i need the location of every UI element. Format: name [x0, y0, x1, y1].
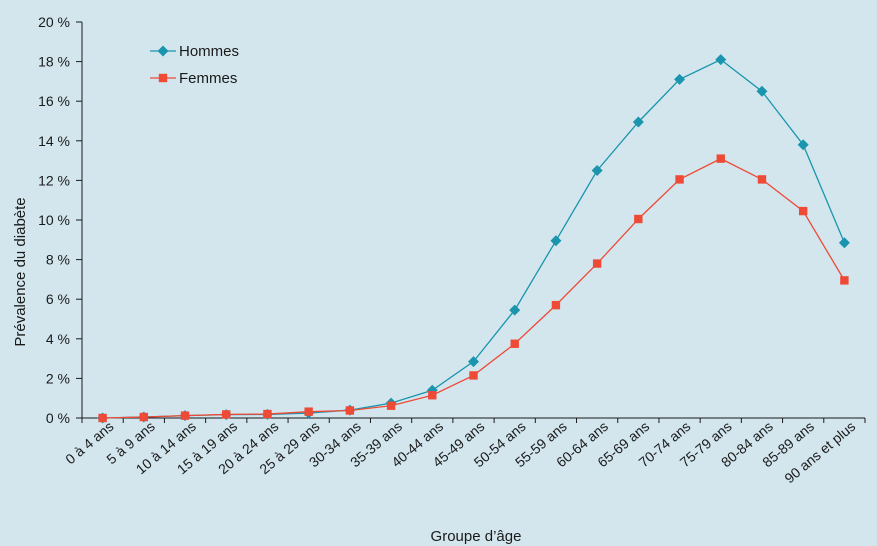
- data-point: [263, 409, 272, 419]
- data-point: [716, 154, 725, 163]
- data-point: [591, 165, 603, 176]
- legend-label: Femmes: [179, 70, 237, 87]
- data-point: [634, 214, 643, 224]
- data-point: [222, 410, 231, 419]
- series-femmes: [98, 154, 849, 423]
- data-point: [798, 206, 808, 216]
- series-hommes: [97, 54, 850, 424]
- data-point: [757, 175, 767, 184]
- series-layer: [97, 54, 850, 424]
- data-point: [510, 339, 519, 348]
- y-ticks: 0 % 2 % 4 % 6 % 8 % 10 % 12 % 14 % 16 % 18 % 20 %: [38, 14, 82, 426]
- data-point: [838, 237, 850, 249]
- data-point: [715, 54, 727, 66]
- data-point: [386, 401, 396, 410]
- data-point: [469, 371, 478, 380]
- data-point: [550, 235, 562, 247]
- y-axis-title: Prévalence du diabète: [12, 197, 29, 346]
- x-tick-label: 90 ans et plus: [781, 418, 858, 486]
- data-point: [840, 276, 849, 285]
- y-tick-label: 20 %: [38, 14, 70, 30]
- data-point: [428, 391, 437, 400]
- y-tick-label: 6 %: [46, 291, 70, 307]
- data-point: [304, 407, 313, 416]
- data-point: [756, 85, 768, 97]
- data-point: [180, 411, 190, 420]
- data-point: [674, 73, 686, 85]
- y-tick-label: 8 %: [46, 252, 70, 268]
- data-point: [551, 300, 561, 310]
- y-tick-label: 12 %: [38, 172, 70, 188]
- y-tick-label: 16 %: [38, 93, 70, 109]
- legend-marker-square: [158, 73, 168, 83]
- y-tick-label: 14 %: [38, 133, 70, 149]
- data-point: [98, 413, 107, 423]
- legend: Hommes Femmes: [150, 43, 239, 87]
- data-point: [509, 304, 521, 316]
- y-tick-label: 4 %: [46, 331, 70, 347]
- data-point: [468, 356, 479, 368]
- data-point: [345, 406, 355, 415]
- data-point: [592, 259, 602, 268]
- data-point: [797, 139, 809, 151]
- data-point: [632, 116, 644, 128]
- data-point: [139, 412, 149, 422]
- y-tick-label: 2 %: [46, 370, 70, 386]
- legend-label: Hommes: [179, 43, 239, 60]
- y-tick-label: 18 %: [38, 54, 70, 70]
- data-point: [675, 175, 684, 184]
- x-axis-title: Groupe d’âge: [431, 528, 522, 545]
- y-tick-label: 0 %: [46, 410, 70, 426]
- y-tick-label: 10 %: [38, 212, 70, 228]
- legend-marker-diamond: [157, 45, 169, 57]
